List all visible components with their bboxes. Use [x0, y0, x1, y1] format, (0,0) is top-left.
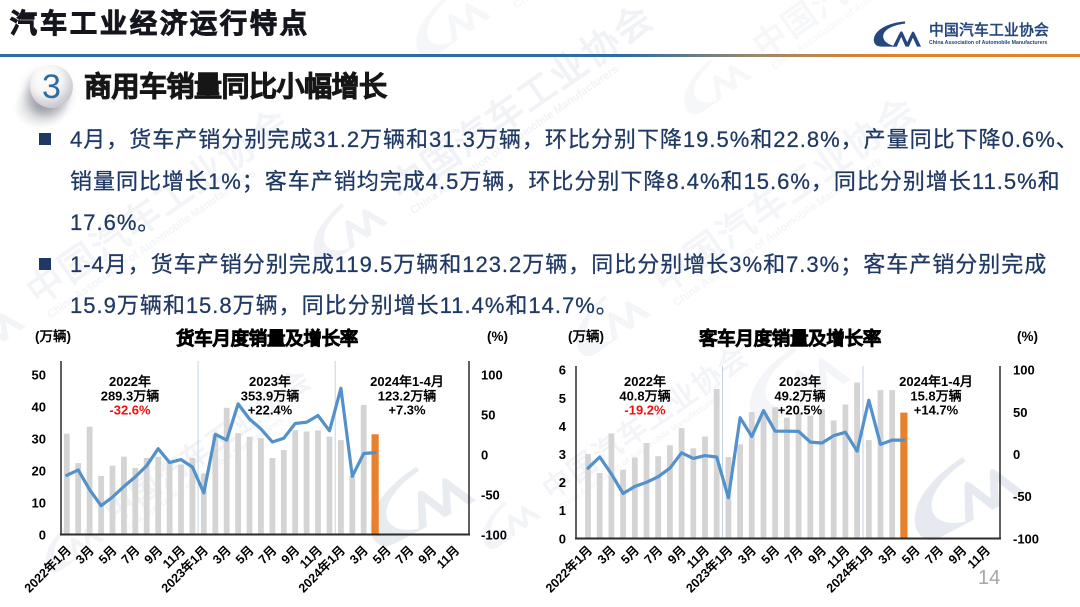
- svg-text:5月: 5月: [618, 543, 642, 567]
- svg-text:(%): (%): [487, 329, 508, 344]
- svg-text:2022年1月: 2022年1月: [542, 543, 595, 596]
- svg-text:5月: 5月: [370, 543, 394, 567]
- svg-text:(万辆): (万辆): [35, 328, 71, 344]
- svg-text:40: 40: [32, 399, 46, 414]
- svg-text:50: 50: [32, 367, 46, 382]
- svg-text:7月: 7月: [642, 543, 666, 567]
- svg-text:123.2万辆: 123.2万辆: [378, 389, 437, 404]
- svg-text:5月: 5月: [759, 543, 783, 567]
- svg-text:3月: 3月: [210, 543, 234, 567]
- svg-text:客车月度销量及增长率: 客车月度销量及增长率: [699, 328, 881, 349]
- svg-text:+7.3%: +7.3%: [388, 403, 426, 418]
- svg-text:49.2万辆: 49.2万辆: [774, 389, 825, 404]
- svg-text:7月: 7月: [256, 543, 280, 567]
- svg-text:-100: -100: [481, 527, 507, 542]
- svg-text:0: 0: [481, 447, 488, 462]
- svg-text:2024年1-4月: 2024年1-4月: [370, 374, 444, 389]
- svg-text:50: 50: [1013, 405, 1027, 420]
- svg-text:50: 50: [481, 407, 495, 422]
- svg-text:+22.4%: +22.4%: [248, 403, 293, 418]
- svg-text:7月: 7月: [393, 543, 417, 567]
- svg-text:2023年: 2023年: [249, 374, 291, 389]
- svg-text:0: 0: [559, 531, 566, 546]
- svg-text:289.3万辆: 289.3万辆: [101, 389, 160, 404]
- svg-text:-32.6%: -32.6%: [109, 403, 151, 418]
- svg-text:3月: 3月: [735, 543, 759, 567]
- svg-text:0: 0: [39, 527, 46, 542]
- svg-text:(万辆): (万辆): [568, 328, 604, 344]
- svg-text:China Association of Automobil: China Association of Automobile Manufact…: [929, 40, 1047, 46]
- svg-text:4: 4: [559, 419, 567, 434]
- svg-text:0: 0: [1013, 447, 1020, 462]
- svg-text:+20.5%: +20.5%: [778, 403, 823, 418]
- svg-text:6: 6: [559, 363, 566, 378]
- svg-text:7月: 7月: [782, 543, 806, 567]
- svg-text:-50: -50: [481, 487, 500, 502]
- svg-text:2022年1月: 2022年1月: [21, 543, 74, 596]
- svg-text:货车月度销量及增长率: 货车月度销量及增长率: [176, 328, 358, 349]
- svg-text:2: 2: [559, 475, 566, 490]
- svg-text:3月: 3月: [73, 543, 97, 567]
- svg-text:20: 20: [32, 463, 46, 478]
- svg-text:100: 100: [1013, 363, 1035, 378]
- svg-text:-100: -100: [1013, 531, 1039, 546]
- svg-text:353.9万辆: 353.9万辆: [241, 389, 300, 404]
- svg-text:5: 5: [559, 391, 566, 406]
- svg-text:30: 30: [32, 431, 46, 446]
- svg-text:5月: 5月: [899, 543, 923, 567]
- svg-text:1: 1: [559, 503, 566, 518]
- svg-text:5月: 5月: [233, 543, 257, 567]
- svg-text:-19.2%: -19.2%: [624, 403, 666, 418]
- svg-text:2022年: 2022年: [624, 374, 666, 389]
- svg-text:3: 3: [559, 447, 566, 462]
- svg-text:7月: 7月: [119, 543, 143, 567]
- svg-text:3月: 3月: [595, 543, 619, 567]
- svg-text:10: 10: [32, 495, 46, 510]
- svg-text:-50: -50: [1013, 489, 1032, 504]
- svg-text:7月: 7月: [922, 543, 946, 567]
- svg-text:3月: 3月: [876, 543, 900, 567]
- svg-text:15.8万辆: 15.8万辆: [910, 389, 961, 404]
- svg-text:2024年1-4月: 2024年1-4月: [899, 374, 973, 389]
- svg-text:100: 100: [481, 367, 503, 382]
- svg-text:+14.7%: +14.7%: [914, 403, 959, 418]
- svg-text:(%): (%): [1017, 329, 1038, 344]
- svg-text:40.8万辆: 40.8万辆: [619, 389, 670, 404]
- svg-text:中国汽车工业协会: 中国汽车工业协会: [929, 21, 1049, 39]
- svg-text:5月: 5月: [96, 543, 120, 567]
- svg-text:11月: 11月: [434, 543, 462, 571]
- svg-text:3月: 3月: [347, 543, 371, 567]
- svg-text:2022年: 2022年: [109, 374, 151, 389]
- svg-text:2023年: 2023年: [779, 374, 821, 389]
